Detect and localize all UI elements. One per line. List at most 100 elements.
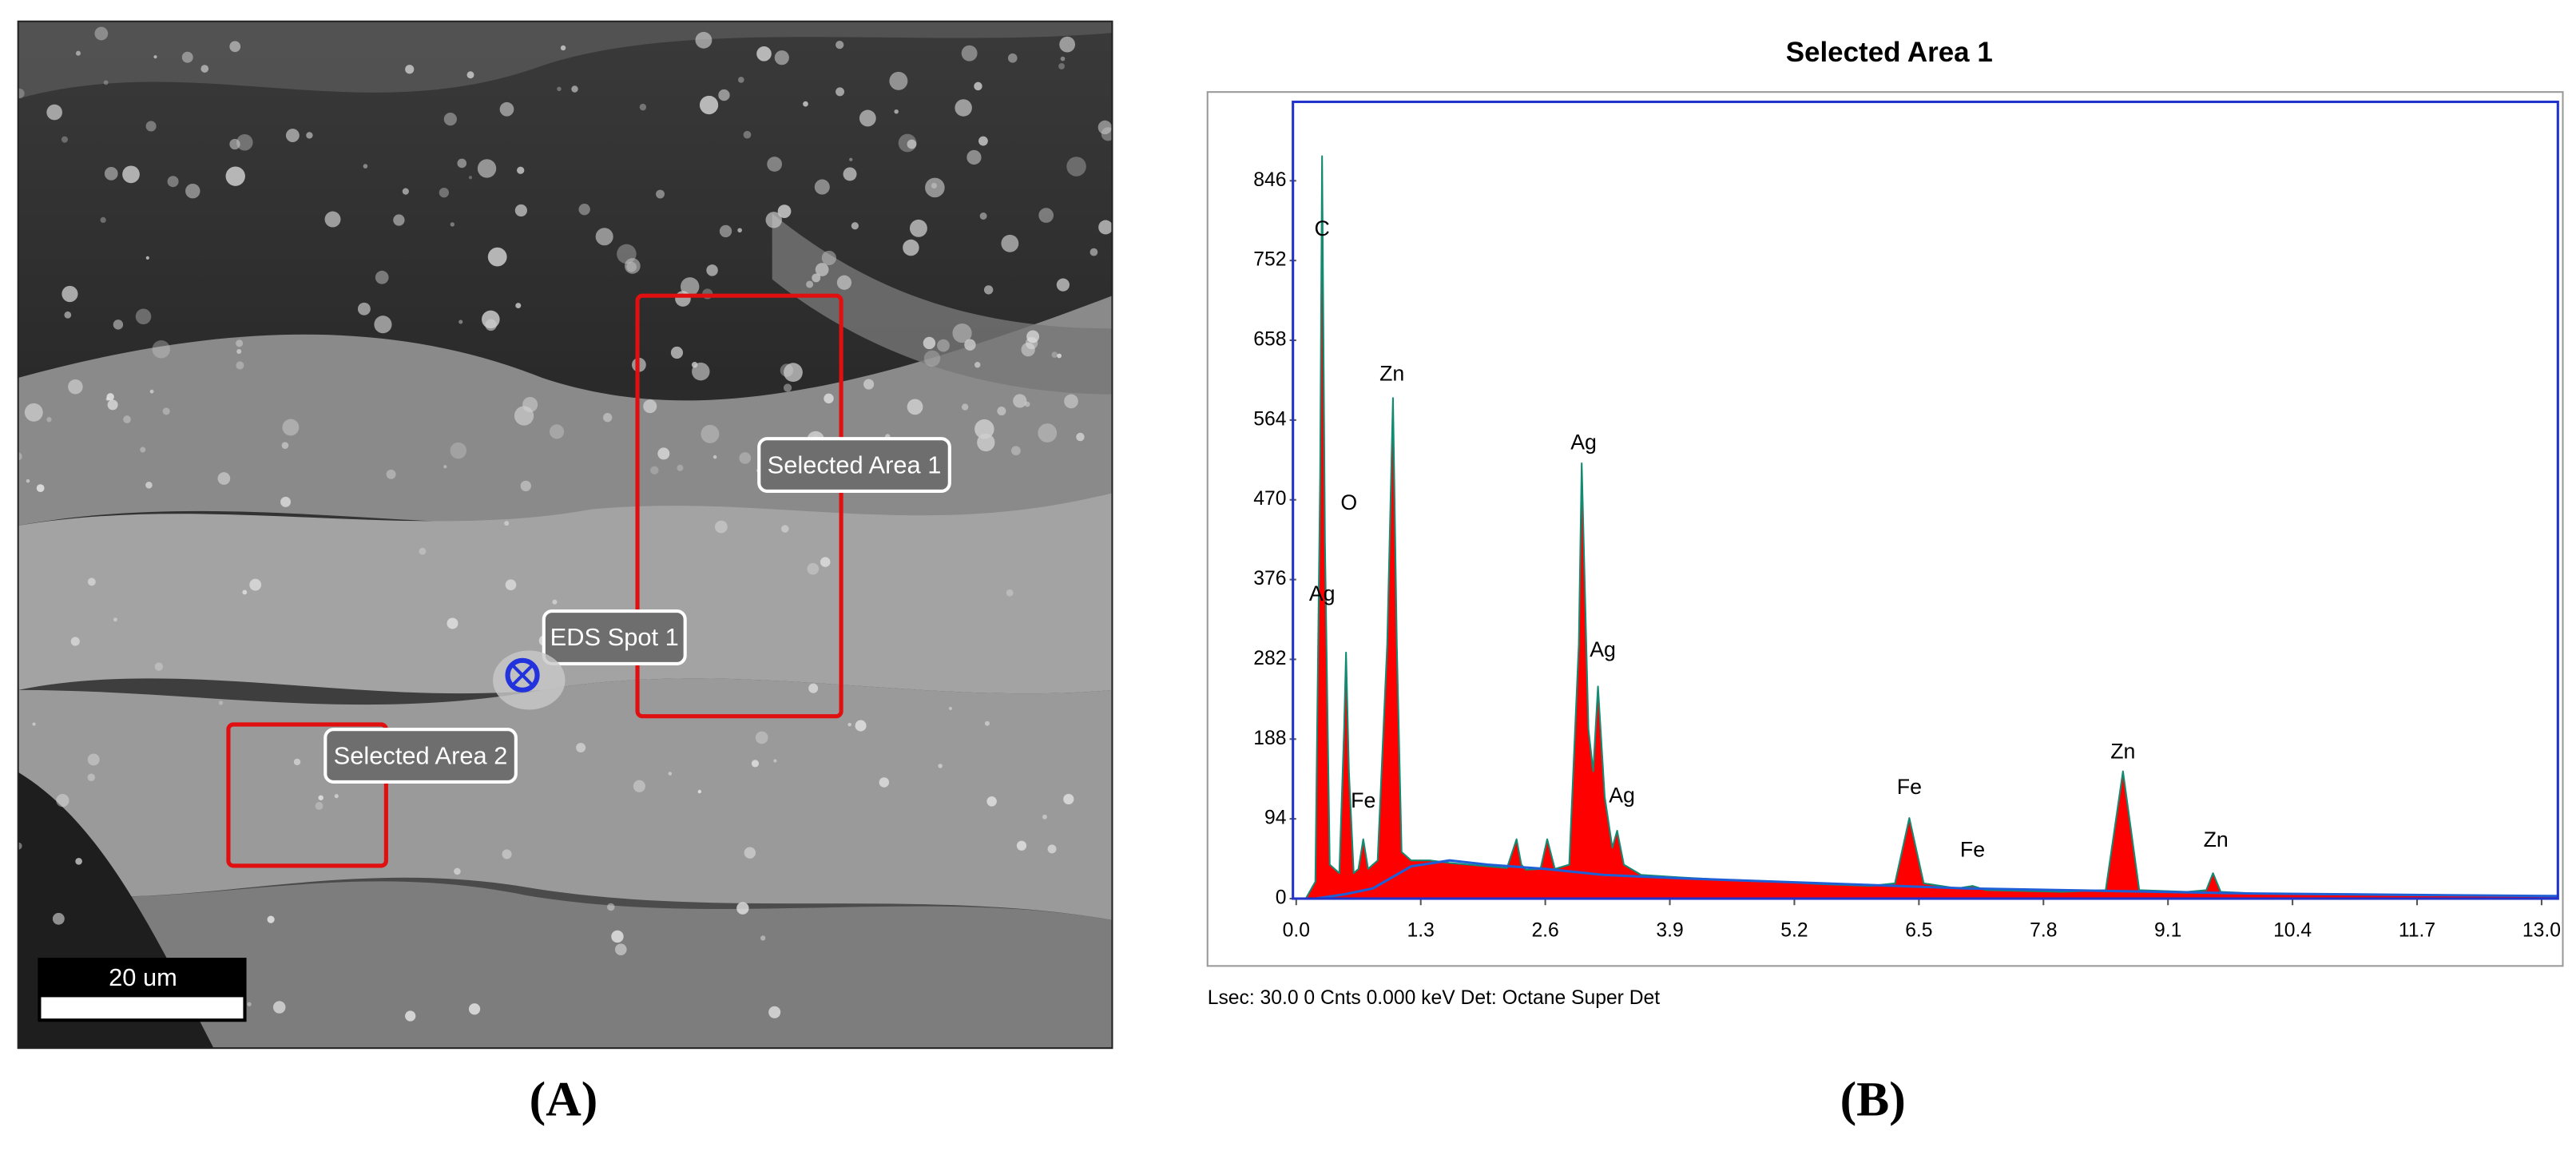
speck (984, 720, 990, 726)
speck (952, 323, 972, 343)
speck (1060, 56, 1066, 62)
speck (517, 166, 525, 174)
speck (267, 915, 275, 923)
speck (718, 89, 730, 101)
speck (650, 466, 659, 475)
speck (697, 789, 702, 794)
speck (557, 86, 562, 92)
peak-label: Ag (1570, 431, 1597, 454)
speck (1021, 342, 1035, 357)
speck (153, 55, 157, 59)
speck (1051, 351, 1058, 359)
speck (576, 742, 586, 753)
speck (974, 81, 982, 91)
scale-bar-label: 20 um (109, 963, 177, 991)
speck (1056, 278, 1070, 292)
speck (624, 258, 641, 274)
speck (777, 204, 792, 218)
y-tick-label: 470 (1253, 488, 1286, 510)
spectrum-area (1304, 155, 2559, 900)
speck (1006, 589, 1014, 597)
annotation-label: Selected Area 1 (768, 451, 942, 478)
x-tick-label: 2.6 (1531, 920, 1558, 942)
speck (1059, 36, 1076, 53)
speck (419, 547, 427, 555)
speck (712, 454, 717, 459)
peak-label: Zn (2204, 828, 2229, 851)
speck (1057, 353, 1062, 359)
speck (113, 617, 117, 622)
speck (1064, 394, 1078, 409)
speck (879, 777, 890, 788)
speck (739, 452, 752, 464)
speck (318, 795, 323, 800)
speck (607, 903, 615, 911)
speck (103, 80, 109, 85)
speck (617, 244, 637, 264)
sem-image (18, 21, 1113, 1049)
peak-label: Ag (1309, 581, 1336, 605)
speck (18, 842, 22, 850)
speck (145, 121, 157, 132)
selection-box (635, 293, 843, 719)
speck (803, 101, 808, 107)
speck (767, 157, 783, 172)
speck (578, 203, 590, 216)
speck (477, 159, 497, 178)
speck (668, 772, 673, 776)
peak-label: C (1315, 216, 1330, 240)
speck (983, 285, 994, 295)
speck (1007, 53, 1018, 63)
panel-caption: (A) (530, 1072, 598, 1126)
speck (923, 336, 936, 350)
speck (751, 760, 760, 768)
speck (571, 85, 578, 93)
speck (978, 136, 988, 146)
speck (285, 129, 300, 143)
speck (167, 176, 179, 188)
speck (1001, 234, 1019, 252)
speck (56, 793, 69, 808)
speck (907, 399, 923, 415)
speck (458, 320, 463, 324)
speck (743, 130, 752, 139)
speck (737, 77, 744, 83)
speck (552, 599, 558, 605)
speck (393, 214, 405, 226)
speck (70, 637, 80, 646)
speck (24, 403, 43, 422)
speck (1063, 793, 1074, 805)
annotation-box (323, 728, 518, 784)
speck (774, 50, 789, 65)
speck (657, 447, 670, 460)
speck (272, 1001, 286, 1014)
speck (974, 361, 981, 368)
speck (814, 179, 830, 195)
speck (75, 50, 81, 56)
y-tick-label: 0 (1276, 887, 1287, 909)
speck (324, 211, 341, 228)
speck (140, 447, 146, 453)
speck (293, 758, 301, 766)
speck (152, 340, 171, 359)
speck (229, 138, 240, 150)
speck (236, 349, 242, 355)
speck (26, 478, 30, 483)
speck (104, 166, 118, 181)
y-tick-label: 94 (1264, 808, 1286, 829)
speck (1076, 432, 1085, 442)
speck (185, 183, 200, 199)
speck (100, 216, 106, 224)
speck (18, 452, 22, 461)
speck (36, 484, 45, 493)
speck (756, 46, 772, 62)
speck (843, 167, 857, 181)
speck (633, 780, 645, 792)
speck (457, 158, 467, 169)
x-tick-label: 3.9 (1656, 920, 1683, 942)
speck (549, 424, 565, 439)
peak-label: Fe (1351, 788, 1375, 812)
speck (656, 189, 665, 199)
speck (611, 930, 624, 943)
speck (863, 379, 875, 390)
